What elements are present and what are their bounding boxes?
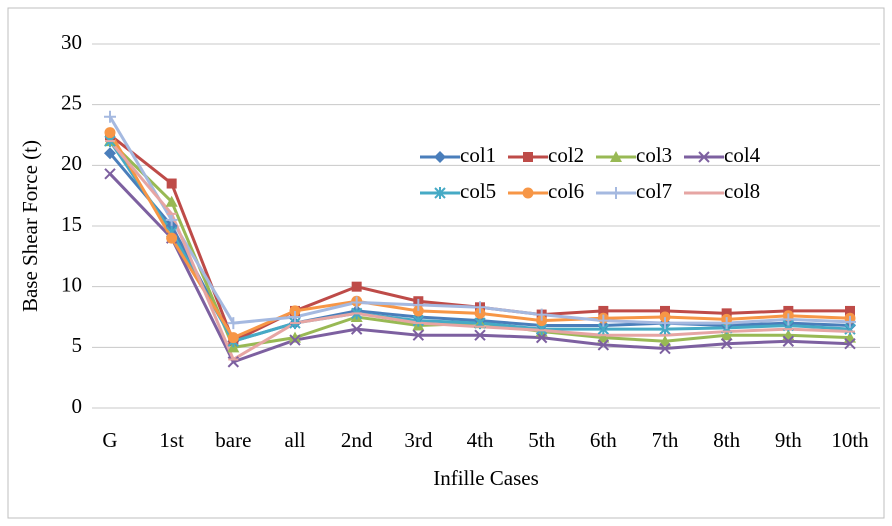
y-tick-label: 15 <box>61 212 82 236</box>
x-tick-label: bare <box>215 428 251 452</box>
legend-label: col5 <box>460 179 496 203</box>
marker <box>412 305 424 317</box>
marker <box>412 329 425 341</box>
legend-marker <box>610 151 622 162</box>
legend-label: col8 <box>724 179 760 203</box>
marker <box>659 342 671 355</box>
marker <box>350 296 363 309</box>
marker <box>166 178 177 189</box>
marker <box>474 307 486 319</box>
x-tick-label: 4th <box>467 428 494 452</box>
marker <box>289 305 301 317</box>
marker <box>597 314 610 327</box>
y-tick-label: 25 <box>61 90 82 114</box>
marker <box>659 311 671 323</box>
marker <box>227 317 240 330</box>
marker <box>412 298 425 311</box>
legend-label: col2 <box>548 143 584 167</box>
marker <box>289 311 301 323</box>
marker <box>844 315 856 328</box>
legend-marker <box>434 151 446 163</box>
x-tick-label: 2nd <box>341 428 373 452</box>
legend-label: col6 <box>548 179 584 203</box>
x-tick-label: 7th <box>652 428 679 452</box>
x-tick-label: G <box>102 428 117 452</box>
marker <box>598 305 609 316</box>
marker <box>351 281 362 292</box>
marker <box>289 334 301 346</box>
marker <box>104 168 116 180</box>
x-tick-label: 10th <box>831 428 869 452</box>
x-tick-label: 6th <box>590 428 617 452</box>
marker <box>227 332 239 344</box>
y-tick-label: 0 <box>72 394 83 418</box>
marker <box>104 110 116 123</box>
marker <box>165 213 178 226</box>
x-tick-label: 1st <box>159 428 184 452</box>
marker <box>474 329 486 341</box>
marker <box>782 335 795 347</box>
marker <box>721 308 732 319</box>
marker <box>104 127 116 139</box>
legend-label: col4 <box>724 143 761 167</box>
marker <box>659 335 671 347</box>
x-tick-label: 8th <box>713 428 740 452</box>
x-tick-label: 9th <box>775 428 802 452</box>
marker <box>165 195 178 207</box>
marker <box>166 232 178 244</box>
x-tick-label: 5th <box>528 428 555 452</box>
marker <box>536 315 548 327</box>
marker <box>535 331 548 344</box>
legend-marker <box>523 152 533 162</box>
marker <box>845 305 855 316</box>
marker <box>350 323 363 335</box>
marker <box>289 331 301 343</box>
y-tick-label: 30 <box>61 30 82 54</box>
marker <box>720 337 733 350</box>
legend-label: col1 <box>460 143 496 167</box>
legend-marker <box>698 151 710 163</box>
marker <box>535 308 548 321</box>
y-tick-label: 5 <box>72 333 83 357</box>
marker <box>844 337 856 350</box>
legend-label: col7 <box>636 179 672 203</box>
marker <box>104 147 116 160</box>
y-tick-label: 20 <box>61 151 82 175</box>
marker <box>660 305 670 316</box>
x-tick-label: 3rd <box>404 428 432 452</box>
legend-label: col3 <box>636 143 672 167</box>
x-axis-title: Infille Cases <box>433 466 539 490</box>
x-tick-label: all <box>285 428 306 452</box>
legend-marker <box>434 187 446 199</box>
legend-marker <box>522 187 534 199</box>
marker <box>659 317 671 330</box>
marker <box>597 339 610 351</box>
marker <box>782 313 795 326</box>
y-axis-title: Base Shear Force (t) <box>18 140 42 312</box>
marker <box>720 317 733 330</box>
marker <box>720 329 733 341</box>
marker <box>474 301 486 314</box>
y-tick-label: 10 <box>61 272 82 296</box>
chart-border <box>7 7 885 519</box>
legend-marker <box>610 187 622 199</box>
marker <box>597 331 610 343</box>
